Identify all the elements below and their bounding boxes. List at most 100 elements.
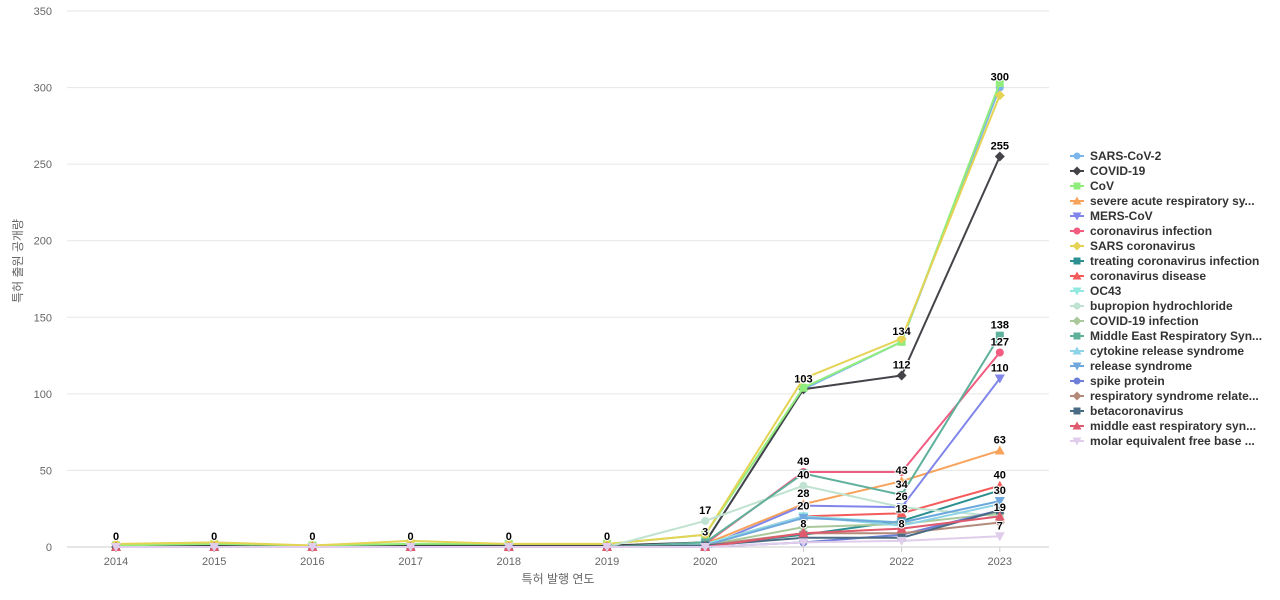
series-line-6	[115, 94, 1001, 547]
series-19-point-2014	[111, 543, 121, 552]
legend-item-7[interactable]: treating coronavirus infection	[1070, 254, 1259, 268]
legend-marker-10	[1073, 302, 1081, 310]
series-6-point-2020	[700, 529, 711, 540]
series-19	[111, 532, 1005, 552]
series-18-point-2022	[896, 523, 907, 533]
series-line-14	[116, 500, 1001, 548]
series-14-point-2023	[994, 497, 1005, 507]
x-tick-label-2023: 2023	[988, 556, 1012, 568]
series-5-point-2022	[897, 467, 906, 476]
data-label-29: 19	[994, 502, 1006, 514]
data-label-13: 8	[800, 519, 806, 531]
data-label-9: 49	[797, 456, 809, 468]
legend-item-9[interactable]: OC43	[1070, 284, 1122, 298]
legend-marker-1	[1072, 166, 1082, 176]
legend-item-5[interactable]: coronavirus infection	[1070, 224, 1212, 238]
data-label-17: 34	[895, 479, 908, 491]
legend-label-9: OC43	[1090, 284, 1122, 298]
y-tick-label-0: 0	[46, 542, 52, 554]
legend-marker-5	[1073, 227, 1081, 235]
series-19-point-2018	[503, 543, 514, 552]
legend-item-19[interactable]: molar equivalent free base ...	[1070, 434, 1255, 448]
y-axis-ticks: 0 50 100 150 200 250 300 350	[34, 6, 52, 554]
x-tick-label-2017: 2017	[398, 556, 422, 568]
data-label-18: 26	[895, 491, 907, 503]
series-6-point-2023	[994, 90, 1005, 101]
data-label-6: 17	[699, 505, 711, 517]
legend-item-13[interactable]: cytokine release syndrome	[1070, 344, 1244, 358]
x-tick-label-2022: 2022	[889, 556, 913, 568]
legend-item-4[interactable]: MERS-CoV	[1070, 209, 1153, 223]
data-label-1: 0	[211, 531, 217, 543]
data-label-22: 255	[991, 140, 1009, 152]
series-6-point-2021	[798, 373, 809, 384]
legend-label-10: bupropion hydrochloride	[1090, 299, 1233, 313]
legend-label-14: release syndrome	[1090, 359, 1192, 373]
legend-item-18[interactable]: middle east respiratory syn...	[1070, 419, 1256, 433]
legend-item-16[interactable]: respiratory syndrome relate...	[1070, 389, 1259, 403]
legend-marker-14	[1072, 362, 1082, 371]
legend-marker-6	[1072, 241, 1082, 251]
y-tick-label-200: 200	[34, 236, 52, 248]
series-11-point-2021	[798, 522, 809, 533]
series-19-point-2023	[994, 532, 1005, 542]
series-17-point-2023	[995, 506, 1004, 515]
data-label-16: 43	[895, 465, 907, 477]
legend-item-14[interactable]: release syndrome	[1070, 359, 1192, 373]
legend-item-3[interactable]: severe acute respiratory sy...	[1070, 194, 1255, 208]
legend-item-1[interactable]: COVID-19	[1070, 164, 1146, 178]
series-19-point-2016	[307, 543, 318, 552]
legend-marker-8	[1072, 271, 1082, 280]
legend-marker-4	[1072, 212, 1082, 221]
data-label-27: 40	[994, 470, 1006, 482]
data-label-0: 0	[113, 531, 119, 543]
grid-lines	[67, 10, 1049, 548]
legend-marker-18	[1072, 421, 1082, 430]
legend-label-1: COVID-19	[1090, 164, 1146, 178]
series-1-point-2022	[896, 370, 907, 381]
legend-marker-7	[1073, 257, 1081, 265]
series-3-point-2022	[896, 476, 907, 486]
legend-item-8[interactable]: coronavirus disease	[1070, 269, 1206, 283]
legend-item-17[interactable]: betacoronavirus	[1070, 404, 1184, 418]
series-8-point-2023	[994, 480, 1005, 490]
x-tick-label-2016: 2016	[300, 556, 324, 568]
legend-item-2[interactable]: CoV	[1070, 179, 1114, 193]
data-label-12: 20	[797, 500, 809, 512]
data-label-14: 134	[892, 326, 911, 338]
legend-marker-9	[1072, 287, 1082, 296]
legend-item-0[interactable]: SARS-CoV-2	[1070, 149, 1162, 163]
data-label-24: 127	[991, 337, 1009, 349]
legend-marker-11	[1072, 316, 1082, 326]
series-10-point-2022	[897, 503, 906, 512]
legend-item-15[interactable]: spike protein	[1070, 374, 1165, 388]
series-group	[111, 78, 1005, 552]
legend-item-10[interactable]: bupropion hydrochloride	[1070, 299, 1233, 313]
y-axis-title: 특허 출원 공개량	[11, 219, 25, 303]
legend-label-17: betacoronavirus	[1090, 404, 1184, 418]
legend-label-4: MERS-CoV	[1090, 209, 1153, 223]
series-3-point-2023	[994, 445, 1005, 455]
series-4-point-2023	[994, 374, 1005, 384]
data-label-26: 63	[994, 435, 1006, 447]
series-line-2	[115, 82, 1001, 547]
legend-item-11[interactable]: COVID-19 infection	[1070, 314, 1199, 328]
legend-item-6[interactable]: SARS coronavirus	[1070, 239, 1196, 253]
legend-label-12: Middle East Respiratory Syn...	[1090, 329, 1262, 343]
x-tick-label-2014: 2014	[104, 556, 128, 568]
legend-label-3: severe acute respiratory sy...	[1090, 194, 1255, 208]
series-18-point-2021	[798, 528, 809, 538]
series-12	[112, 331, 1004, 551]
series-line-9	[116, 500, 1001, 548]
legend-label-18: middle east respiratory syn...	[1090, 419, 1256, 433]
y-tick-label-150: 150	[34, 312, 52, 324]
series-19-point-2019	[602, 543, 612, 552]
series-10-point-2021	[799, 481, 808, 490]
data-label-15: 112	[893, 359, 911, 371]
legend-item-12[interactable]: Middle East Respiratory Syn...	[1070, 329, 1262, 343]
legend-marker-19	[1072, 437, 1082, 446]
legend-marker-12	[1073, 332, 1081, 340]
x-tick-label-2015: 2015	[202, 556, 226, 568]
